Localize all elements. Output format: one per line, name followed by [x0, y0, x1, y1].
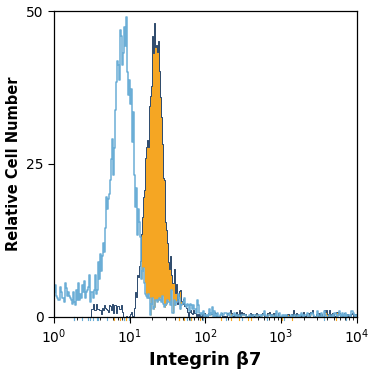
- Y-axis label: Relative Cell Number: Relative Cell Number: [6, 77, 21, 251]
- X-axis label: Integrin β7: Integrin β7: [149, 351, 262, 369]
